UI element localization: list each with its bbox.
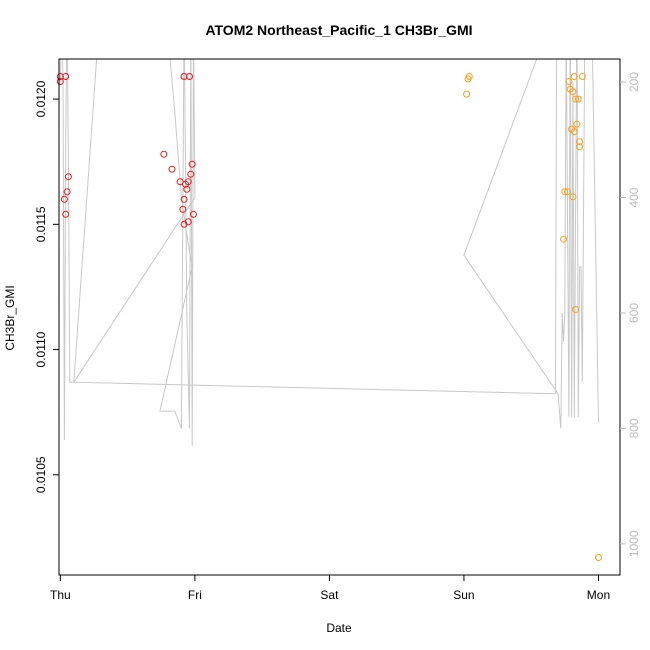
data-point	[56, 78, 64, 85]
data-point	[180, 195, 188, 203]
data-point	[180, 73, 188, 80]
x-tick-label: Fri	[188, 588, 202, 602]
data-point	[62, 210, 70, 218]
data-point	[570, 73, 578, 80]
data-point	[168, 165, 176, 173]
data-point	[574, 95, 582, 103]
data-point	[160, 150, 168, 158]
x-tick-label: Sun	[453, 588, 474, 602]
x-tick-label: Mon	[587, 588, 610, 602]
x-tick-label: Sat	[320, 588, 339, 602]
y2-tick-label: 400	[627, 187, 641, 207]
data-point	[561, 188, 569, 196]
data-point	[578, 73, 586, 80]
data-point	[463, 90, 471, 98]
data-point	[188, 160, 196, 168]
y-tick-label: 0.0105	[34, 456, 48, 493]
data-point	[183, 185, 191, 193]
data-point	[60, 195, 68, 203]
data-point	[576, 143, 584, 151]
data-point	[464, 75, 472, 83]
y2-tick-label: 1000	[627, 530, 641, 557]
y2-tick-label: 800	[627, 418, 641, 438]
data-point	[569, 88, 577, 96]
data-point	[570, 128, 578, 136]
x-tick-label: Thu	[50, 588, 71, 602]
x-axis-label: Date	[326, 621, 352, 635]
data-point	[62, 73, 70, 80]
data-point	[560, 235, 567, 243]
data-point	[64, 173, 72, 181]
data-point	[187, 170, 195, 178]
data-point	[180, 220, 188, 228]
data-point	[565, 78, 573, 85]
chart-title: ATOM2 Northeast_Pacific_1 CH3Br_GMI	[205, 22, 472, 38]
data-point	[595, 554, 602, 561]
data-point	[56, 73, 64, 80]
data-point	[564, 188, 571, 196]
y-tick-label: 0.0110	[34, 331, 48, 367]
data-point	[572, 306, 580, 313]
data-point	[186, 73, 193, 80]
plot-frame	[58, 58, 621, 576]
data-point	[63, 188, 71, 196]
data-point	[569, 193, 577, 201]
y-axis-label: CH3Br_GMI	[3, 285, 17, 350]
y-tick-label: 0.0120	[34, 80, 48, 117]
axes: Thu Fri Sat Sun Mon 0.0105 0.0110 0.0115 0.0120 2…	[34, 72, 641, 602]
data-point	[179, 205, 187, 213]
y2-tick-label: 200	[627, 72, 641, 92]
y-tick-label: 0.0115	[34, 206, 48, 242]
data-point	[190, 210, 197, 218]
y2-tick-label: 600	[627, 303, 641, 323]
altitude-trace	[59, 59, 599, 446]
plot-area	[56, 59, 602, 561]
data-point	[576, 138, 584, 146]
data-point	[572, 95, 580, 103]
data-point	[184, 178, 192, 186]
data-point	[573, 120, 581, 128]
